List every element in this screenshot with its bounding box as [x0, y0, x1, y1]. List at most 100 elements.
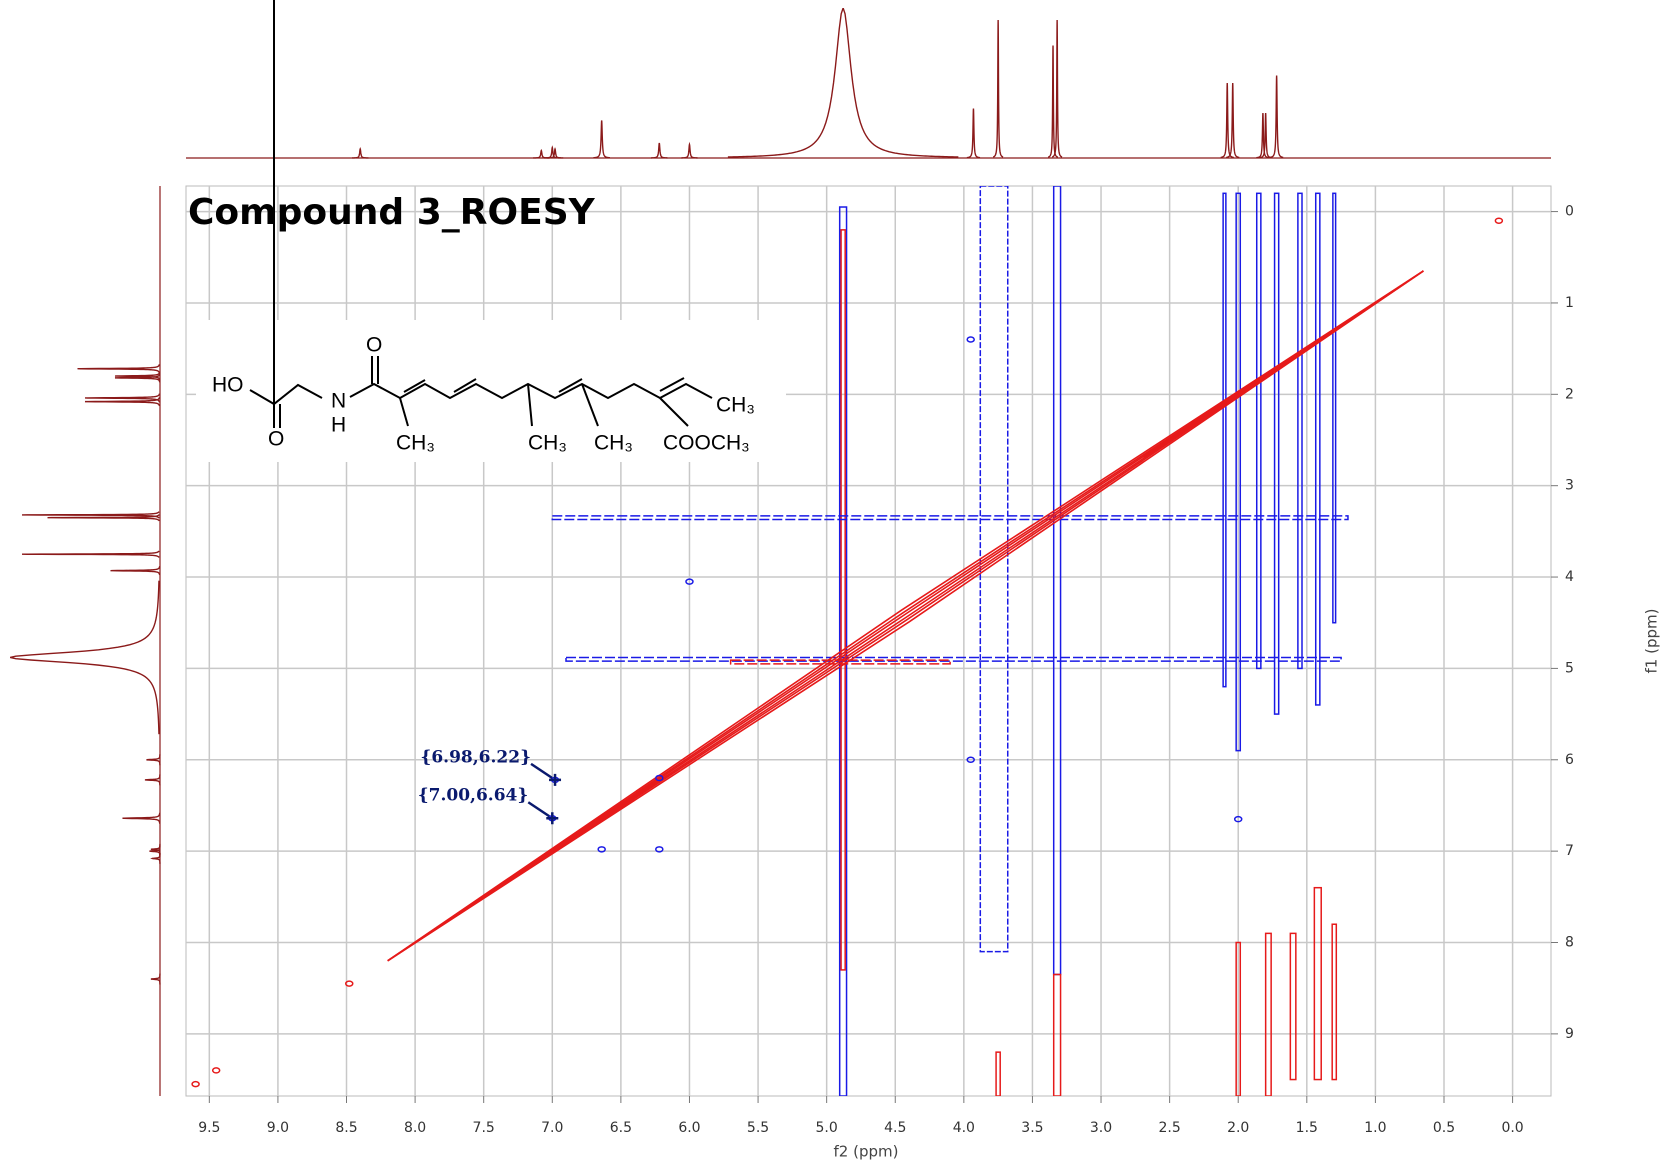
- cross-peak: [597, 846, 606, 853]
- x-tick-label: 7.0: [541, 1120, 563, 1136]
- projection-peak: [1269, 75, 1284, 159]
- y-tick-label: 3: [1565, 478, 1574, 494]
- structure-label: O: [366, 334, 382, 357]
- y-tick-label: 4: [1565, 569, 1574, 585]
- structure-label: CH₃: [396, 432, 435, 455]
- x-tick-label: 4.0: [953, 1120, 975, 1136]
- x-tick-label: 9.5: [198, 1120, 220, 1136]
- projection-peak: [593, 120, 610, 159]
- x-tick-label: 1.5: [1296, 1120, 1318, 1136]
- annotation-label: {6.98,6.22}: [420, 747, 531, 767]
- annotation-marker: [549, 773, 562, 786]
- vertical-stripe: [1222, 192, 1227, 688]
- structure-bonds: [249, 0, 713, 428]
- structure-label: CH₃: [528, 432, 567, 455]
- projection-peak: [150, 852, 161, 864]
- cross-peak: [655, 774, 664, 782]
- cross-peak: [1233, 815, 1243, 823]
- x-tick-label: 6.0: [678, 1120, 700, 1136]
- structure-label: HO: [212, 374, 244, 397]
- cross-peak: [685, 578, 694, 585]
- projection-peak: [150, 843, 161, 855]
- vertical-stripe: [1052, 973, 1062, 1096]
- projection-peak: [533, 148, 550, 159]
- x-tick-label: 2.5: [1158, 1120, 1180, 1136]
- vertical-stripe: [979, 186, 1009, 953]
- vertical-stripe: [1332, 192, 1337, 624]
- projection-peak: [114, 373, 161, 383]
- y-axis-label: f1 (ppm): [1643, 609, 1661, 674]
- vertical-stripe: [1297, 192, 1303, 670]
- y-tick-label: 8: [1565, 935, 1574, 951]
- diagonal: [387, 270, 1424, 962]
- cross-peak: [211, 1067, 221, 1074]
- x-tick-label: 8.0: [404, 1120, 426, 1136]
- projection-peak: [546, 147, 564, 159]
- y-tick-label: 7: [1565, 843, 1574, 859]
- cross-peak: [966, 336, 975, 343]
- x-tick-label: 1.0: [1364, 1120, 1386, 1136]
- annotation-arrow: [530, 762, 553, 779]
- axes: 9.5 9.0 8.5 8.0 7.5 7.0 6.5 6.0 5.5 5.0 4.5 4.0 3.5 3…: [198, 204, 1574, 1136]
- projection-peak: [966, 108, 981, 159]
- structure-label: COOCH₃: [663, 432, 750, 455]
- projection-peak: [149, 845, 161, 857]
- projection-peak: [544, 145, 561, 159]
- y-tick-label: 5: [1565, 660, 1574, 676]
- vertical-stripe: [995, 1051, 1001, 1096]
- structure-label: CH₃: [594, 432, 633, 455]
- projection-peak: [681, 141, 698, 159]
- cross-peak: [1494, 217, 1504, 224]
- projection-peak: [110, 566, 161, 576]
- projection-peak: [1047, 45, 1059, 158]
- vertical-stripe: [1255, 192, 1262, 670]
- projection-peak: [10, 580, 160, 735]
- projection-peak: [77, 364, 161, 374]
- projection-peak: [150, 973, 161, 985]
- x-tick-label: 5.0: [816, 1120, 838, 1136]
- vertical-stripe: [1235, 941, 1242, 1096]
- left-projection: [10, 186, 161, 1096]
- x-tick-label: 3.5: [1021, 1120, 1043, 1136]
- x-tick-label: 5.5: [747, 1120, 769, 1136]
- horizontal-stripe: [565, 656, 1342, 662]
- top-projection: [186, 8, 1551, 159]
- projection-peak: [727, 8, 959, 158]
- projection-peak: [21, 511, 160, 519]
- x-tick-label: 8.5: [335, 1120, 357, 1136]
- x-tick-label: 7.5: [473, 1120, 495, 1136]
- vertical-stripe: [1264, 932, 1272, 1096]
- x-tick-label: 2.0: [1227, 1120, 1249, 1136]
- cross-peak: [345, 980, 354, 987]
- horizontal-stripe: [551, 515, 1349, 521]
- y-tick-label: 2: [1565, 386, 1574, 402]
- vertical-stripe: [840, 229, 846, 971]
- x-axis-label: f2 (ppm): [834, 1143, 899, 1161]
- structure-label: N: [331, 390, 346, 413]
- projection-peak: [144, 774, 161, 786]
- y-tick-label: 9: [1565, 1026, 1574, 1042]
- x-tick-label: 3.0: [1090, 1120, 1112, 1136]
- projection-peak: [651, 142, 668, 159]
- vertical-stripe: [1313, 886, 1322, 1081]
- vertical-stripe: [1235, 192, 1242, 752]
- projection-peak: [122, 812, 161, 824]
- y-tick-label: 1: [1565, 295, 1574, 311]
- vertical-stripe: [1331, 923, 1338, 1081]
- x-tick-label: 6.5: [610, 1120, 632, 1136]
- annotation-arrow: [527, 801, 550, 818]
- structure-label: CH₃: [716, 394, 755, 417]
- projection-peak: [1256, 112, 1270, 159]
- x-tick-label: 4.5: [884, 1120, 906, 1136]
- annotation-label: {7.00,6.64}: [418, 786, 529, 806]
- projection-peak: [84, 397, 161, 407]
- projection-peak: [84, 393, 161, 403]
- projection-peak: [351, 147, 369, 159]
- projection-peak: [21, 550, 160, 558]
- contours: [191, 186, 1504, 1096]
- projection-peak: [1226, 82, 1240, 159]
- x-tick-label: 0.0: [1501, 1120, 1523, 1136]
- projection-peak: [146, 754, 161, 766]
- vertical-stripe: [1273, 192, 1280, 715]
